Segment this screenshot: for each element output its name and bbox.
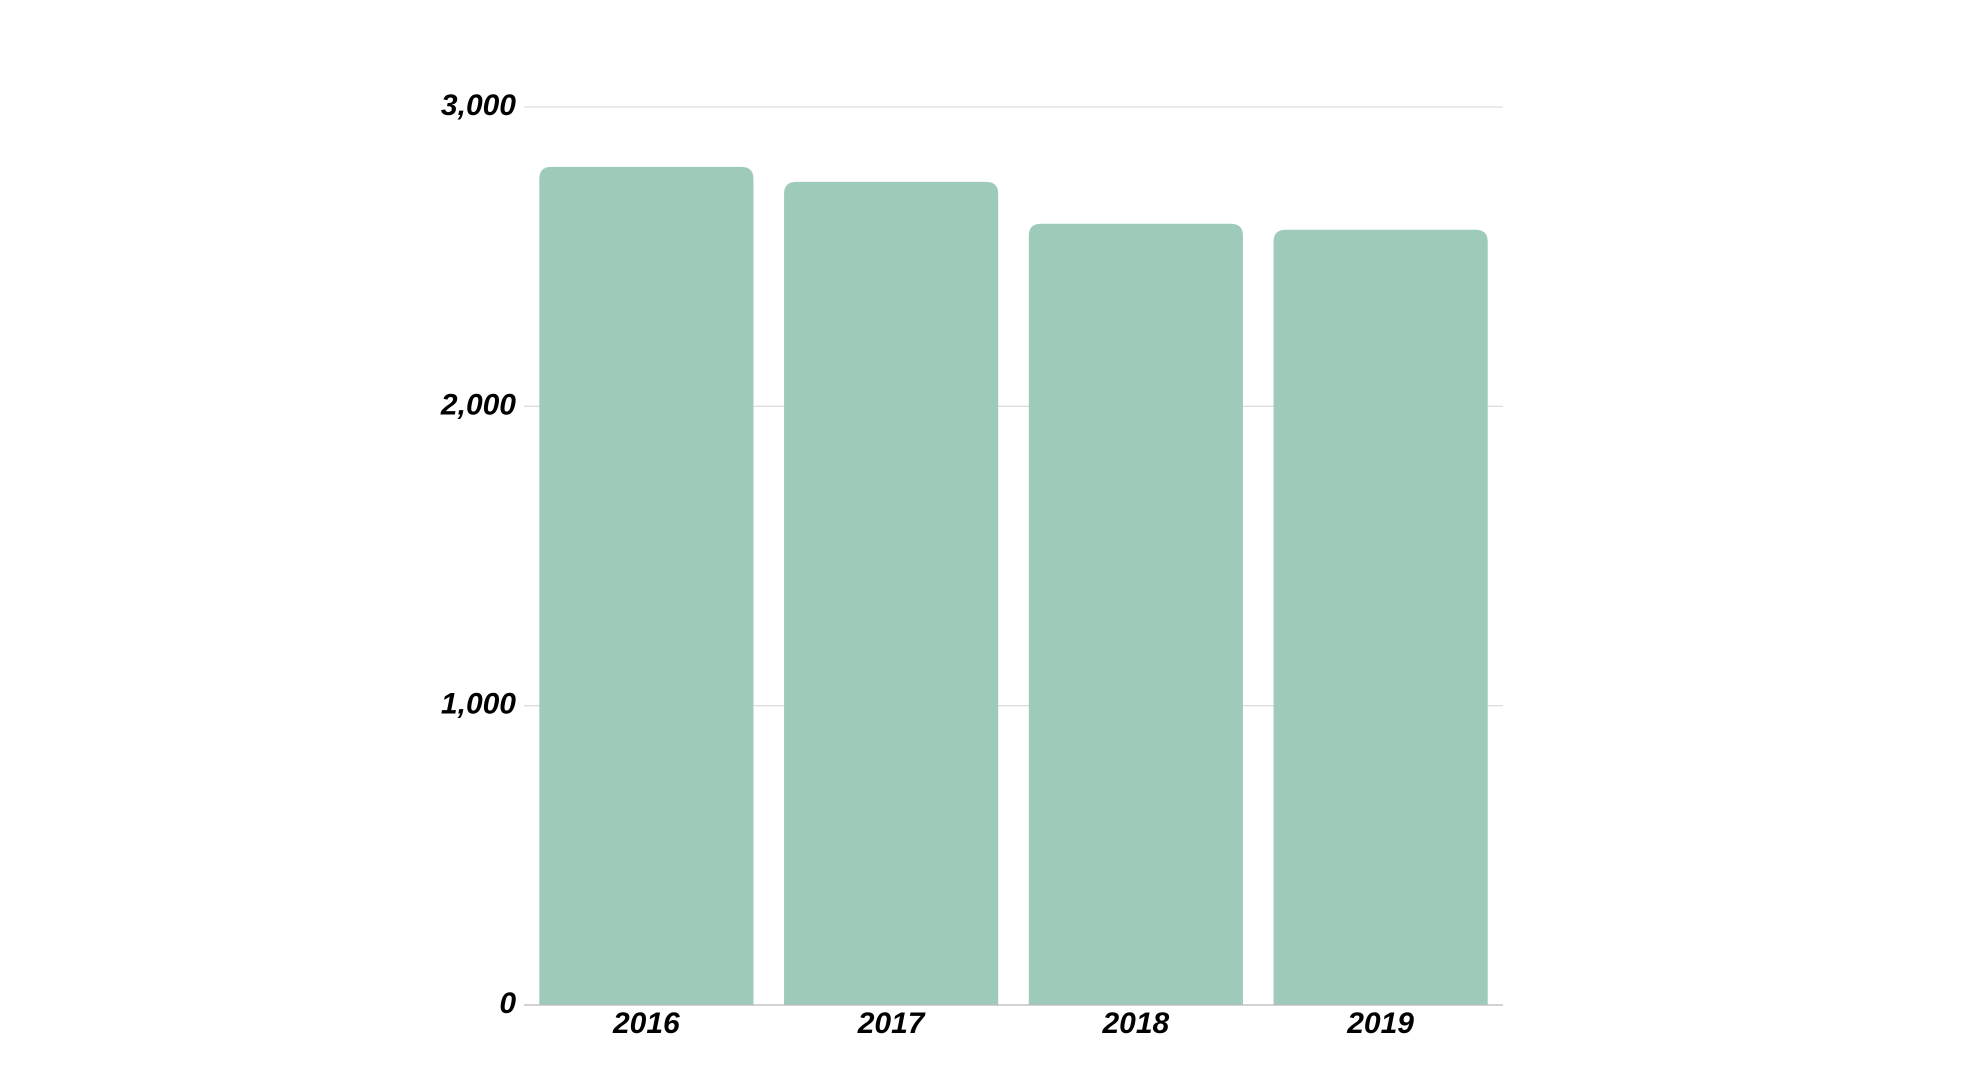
x-tick-label: 2018 (1102, 1007, 1170, 1040)
bar (539, 166, 754, 1005)
x-tick-label: 2016 (612, 1007, 680, 1040)
y-tick-label: 3,000 (441, 89, 516, 122)
x-tick-label: 2019 (1346, 1007, 1414, 1040)
bar (1273, 229, 1488, 1005)
bar (1028, 223, 1243, 1006)
y-tick-label: 0 (499, 987, 516, 1020)
bar (784, 181, 999, 1006)
x-tick-label: 2017 (857, 1007, 926, 1040)
y-tick-label: 1,000 (441, 688, 516, 721)
y-tick-label: 2,000 (440, 388, 516, 421)
